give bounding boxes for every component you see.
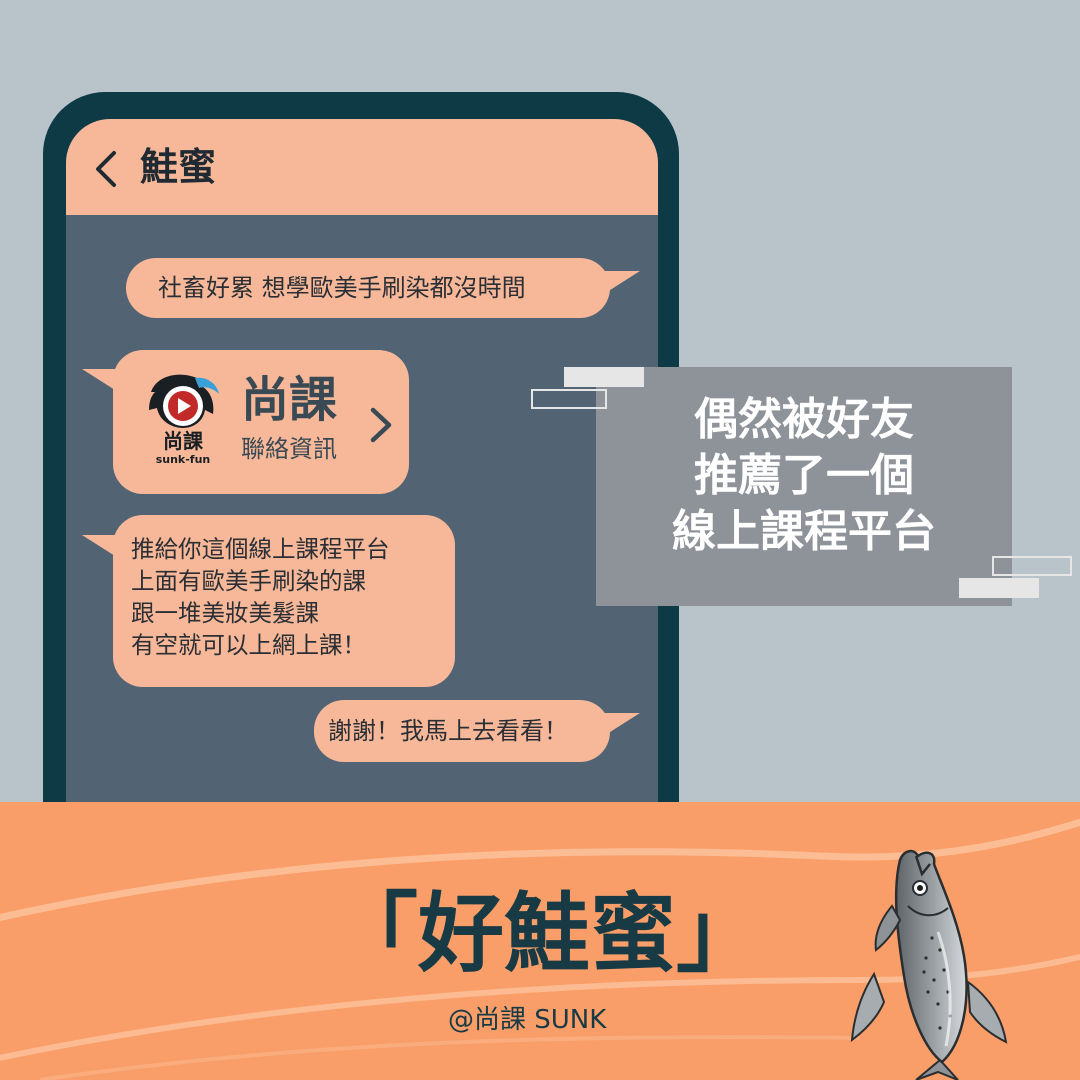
deco-bar [564, 367, 644, 387]
salmon-stripes [0, 818, 1080, 1080]
message-text: 推給你這個線上課程平台 上面有歐美手刷染的課 跟一堆美妝美髮課 有空就可以上網上… [131, 535, 390, 659]
caption-text: 偶然被好友 推薦了一個 線上課程平台 [672, 394, 936, 557]
chevron-left-icon[interactable] [92, 149, 118, 189]
message-text: 謝謝！我馬上去看看！ [328, 717, 568, 745]
card-subtitle: 聯絡資訊 [241, 435, 337, 463]
sunk-fun-logo: 尚課 sunk-fun [149, 374, 219, 466]
salmon-illustration [850, 849, 1008, 1080]
deco-outline [992, 556, 1072, 576]
contact-card[interactable]: 尚課 sunk-fun 尚課 聯絡資訊 [113, 350, 409, 494]
deco-bar [959, 578, 1039, 598]
caption-box [596, 367, 1012, 606]
message-bubble-outgoing: 社畜好累 想學歐美手刷染都沒時間 [126, 258, 610, 318]
footer-handle: @尚課 SUNK [448, 1005, 607, 1035]
chat-header: 鮭蜜 [66, 119, 658, 215]
logo-subtext: sunk-fun [156, 453, 211, 466]
deco-outline [531, 389, 607, 409]
message-text: 社畜好累 想學歐美手刷染都沒時間 [158, 274, 526, 302]
message-bubble-outgoing: 謝謝！我馬上去看看！ [314, 700, 610, 762]
contact-name: 鮭蜜 [140, 145, 217, 189]
chevron-right-icon[interactable] [369, 406, 393, 444]
footer-title: 「好鮭蜜」 [332, 884, 762, 984]
message-bubble-incoming: 推給你這個線上課程平台 上面有歐美手刷染的課 跟一堆美妝美髮課 有空就可以上網上… [113, 515, 455, 687]
card-title: 尚課 [241, 372, 338, 428]
chat-screen: 鮭蜜 社畜好累 想學歐美手刷染都沒時間 尚課 sunk-fun 尚課 聯絡資訊 … [66, 119, 658, 879]
logo-text: 尚課 [163, 429, 204, 453]
